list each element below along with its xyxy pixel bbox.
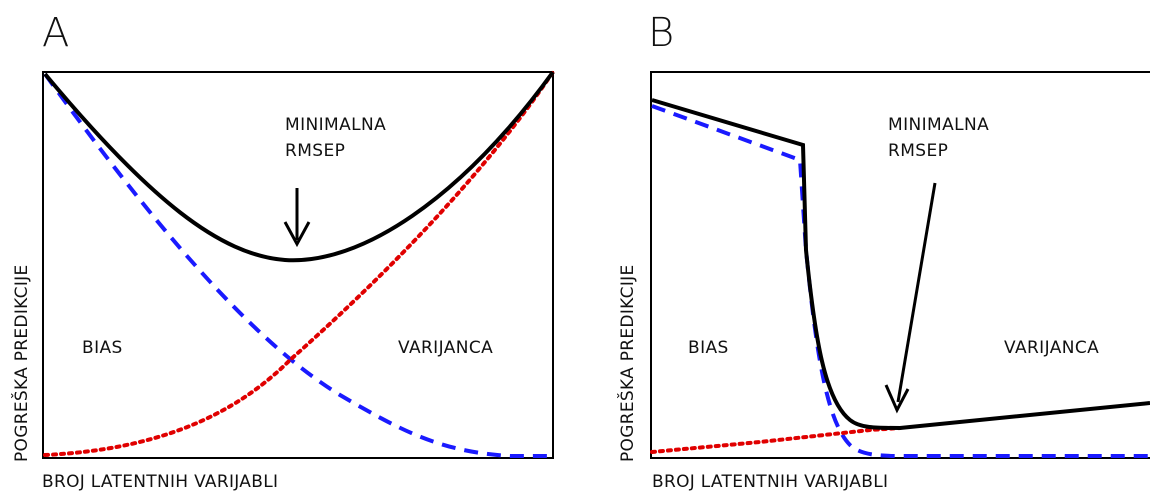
panel-a-variance-curve — [43, 70, 555, 457]
panel-a-total-error-curve — [43, 70, 555, 263]
panel-a-variance-label: VARIJANCA — [398, 338, 494, 358]
panel-a-minimal-rmsep-label: MINIMALNA RMSEP — [285, 112, 386, 164]
panel-b-arrow — [884, 182, 937, 414]
panel-b-annotation-line2: RMSEP — [888, 141, 949, 161]
panel-a-letter: A — [42, 10, 70, 56]
panel-a-arrow — [283, 188, 311, 248]
panel-b-letter: B — [648, 10, 675, 56]
panel-a-annotation-line2: RMSEP — [285, 141, 346, 161]
panel-b-plot — [650, 71, 1150, 459]
panel-a-bias-curve — [43, 72, 553, 458]
panel-b-variance-curve — [650, 426, 902, 454]
panel-b-x-axis-label: BROJ LATENTNIH VARIJABLI — [652, 472, 889, 492]
panel-a-plot — [42, 70, 555, 459]
panel-b-bias-label: BIAS — [688, 338, 729, 358]
panel-a-frame — [42, 71, 554, 459]
panel-a-bias-label: BIAS — [82, 338, 123, 358]
panel-b-variance-label: VARIJANCA — [1004, 338, 1100, 358]
panel-b-annotation-line1: MINIMALNA — [888, 115, 990, 135]
panel-b-total-error-curve — [651, 98, 1150, 431]
panel-a-x-axis-label: BROJ LATENTNIH VARIJABLI — [42, 472, 279, 492]
panel-b-minimal-rmsep-label: MINIMALNA RMSEP — [888, 112, 989, 164]
panel-a-annotation-line1: MINIMALNA — [285, 115, 387, 135]
